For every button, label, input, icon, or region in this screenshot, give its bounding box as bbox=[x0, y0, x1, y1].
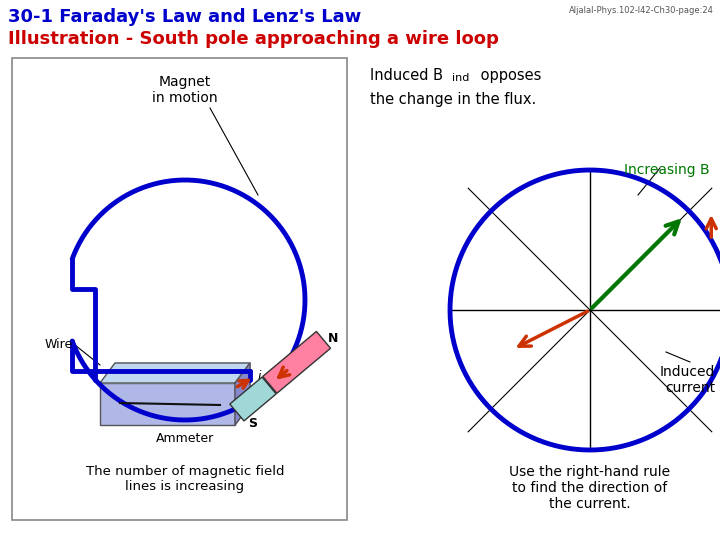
Text: Induced B: Induced B bbox=[370, 68, 443, 83]
Polygon shape bbox=[235, 363, 250, 425]
Text: i: i bbox=[258, 369, 261, 382]
Text: opposes: opposes bbox=[476, 68, 541, 83]
Text: Increasing B: Increasing B bbox=[624, 163, 710, 177]
Text: 30-1 Faraday's Law and Lenz's Law: 30-1 Faraday's Law and Lenz's Law bbox=[8, 8, 361, 26]
Text: N: N bbox=[328, 332, 338, 345]
Text: Illustration - South pole approaching a wire loop: Illustration - South pole approaching a … bbox=[8, 30, 499, 48]
Text: the change in the flux.: the change in the flux. bbox=[370, 92, 536, 107]
Text: Use the right-hand rule
to find the direction of
the current.: Use the right-hand rule to find the dire… bbox=[510, 465, 670, 511]
Polygon shape bbox=[100, 363, 250, 383]
Polygon shape bbox=[230, 377, 276, 421]
Bar bbox=[12, 58, 347, 520]
Text: Induced
current: Induced current bbox=[660, 365, 715, 395]
Text: Ammeter: Ammeter bbox=[156, 432, 214, 445]
Text: Wire: Wire bbox=[45, 339, 73, 352]
Bar bbox=[100, 383, 235, 425]
Text: Aljalal-Phys.102-l42-Ch30-page:24: Aljalal-Phys.102-l42-Ch30-page:24 bbox=[569, 6, 714, 15]
Text: Magnet
in motion: Magnet in motion bbox=[152, 75, 218, 105]
Text: The number of magnetic field
lines is increasing: The number of magnetic field lines is in… bbox=[86, 465, 284, 493]
Text: ind: ind bbox=[452, 73, 469, 83]
Polygon shape bbox=[263, 332, 330, 393]
Text: S: S bbox=[248, 417, 258, 430]
